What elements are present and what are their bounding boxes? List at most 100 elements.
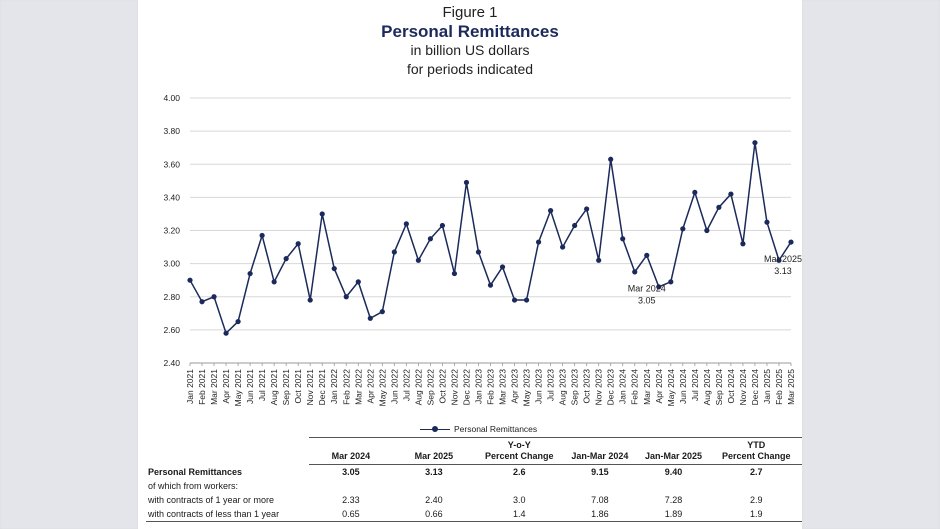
data-point — [560, 244, 566, 250]
cell: 2.9 — [749, 495, 763, 505]
data-point — [740, 241, 746, 247]
x-tick-label: Aug 2021 — [269, 369, 279, 406]
x-tick-label: Jun 2021 — [245, 369, 255, 404]
data-point — [295, 241, 301, 247]
x-tick-label: Sep 2022 — [425, 369, 435, 406]
x-tick-label: Nov 2021 — [305, 369, 315, 406]
data-point — [632, 269, 638, 275]
data-point — [692, 189, 698, 196]
x-tick-label: Feb 2021 — [197, 369, 207, 405]
x-tick-labels: Jan 2021 Feb 2021 Mar 2021 Apr 2021 May 2021… — [185, 363, 796, 406]
x-tick-label: Dec 2023 — [606, 369, 616, 406]
data-point — [223, 330, 229, 336]
x-tick-label: Jun 2022 — [389, 369, 399, 404]
x-tick-label: Nov 2024 — [738, 369, 748, 406]
cell: 3.0 — [512, 495, 526, 505]
table-row: with contracts of 1 year or more 2.33 2.… — [146, 493, 802, 507]
data-point — [475, 249, 482, 255]
row-label: with contracts of 1 year or more — [148, 495, 275, 505]
x-tick-label: Jan 2023 — [473, 369, 483, 404]
data-point — [259, 232, 265, 239]
x-tick-label: Aug 2024 — [702, 369, 712, 406]
y-tick-label: 4.00 — [163, 93, 180, 103]
x-tick-label: Jan 2024 — [618, 369, 628, 404]
x-tick-label: Mar 2021 — [209, 369, 219, 405]
x-tick-label: Jul 2022 — [401, 369, 411, 401]
table-row: with contracts of less than 1 year 0.65 … — [146, 507, 802, 522]
line-chart: 2.40 2.60 2.80 3.00 3.20 3.40 3.60 3.80 4.00 Jan… — [163, 93, 802, 406]
data-point — [463, 179, 470, 186]
figure-card: Figure 1 Personal Remittances in billion… — [138, 0, 802, 529]
data-point — [283, 256, 289, 262]
data-point — [656, 284, 662, 290]
data-point — [487, 282, 494, 288]
data-point — [199, 299, 205, 305]
x-tick-label: Oct 2024 — [726, 369, 736, 404]
x-tick-label: Aug 2022 — [413, 369, 423, 406]
x-tick-label: Nov 2022 — [449, 369, 459, 406]
x-tick-label: Jun 2024 — [678, 369, 688, 404]
legend-swatch — [420, 425, 450, 433]
cell: 1.89 — [636, 507, 711, 522]
data-point — [271, 279, 277, 285]
chart-title: Personal Remittances — [381, 22, 559, 41]
cell: 1.9 — [710, 507, 802, 522]
data-point — [788, 239, 794, 245]
data-point — [307, 297, 313, 303]
x-tick-label: Mar 2024 — [642, 369, 652, 405]
x-tick-label: Apr 2024 — [654, 369, 664, 404]
table-header: Mar 2025 — [392, 437, 476, 465]
data-point — [608, 156, 614, 162]
cell: 3.13 — [425, 467, 443, 477]
x-tick-label: Oct 2023 — [582, 369, 592, 404]
data-point — [355, 279, 361, 285]
x-tick-label: Apr 2022 — [365, 369, 375, 404]
data-point — [764, 219, 770, 225]
x-tick-label: Mar 2025 — [786, 369, 796, 405]
y-tick-label: 3.60 — [163, 159, 180, 169]
series-line — [189, 142, 792, 335]
chart-subtitle-2: for periods indicated — [406, 61, 534, 77]
data-point — [499, 264, 506, 270]
data-point — [620, 236, 626, 242]
data-point — [415, 257, 421, 263]
x-tick-label: May 2022 — [377, 369, 387, 407]
data-point — [572, 222, 578, 229]
cell: 7.28 — [664, 495, 683, 505]
x-tick-label: Jan 2025 — [762, 369, 772, 404]
table-header: Mar 2024 — [309, 437, 393, 465]
cell: 2.33 — [342, 495, 360, 505]
data-point — [439, 222, 446, 229]
data-point — [187, 277, 193, 283]
table-row: of which from workers: — [146, 479, 802, 493]
background-right — [802, 0, 940, 529]
x-tick-label: Dec 2022 — [461, 369, 471, 406]
data-point — [668, 279, 674, 285]
x-tick-label: Jul 2021 — [257, 369, 267, 401]
data-point — [367, 315, 373, 321]
cell: 9.40 — [664, 467, 683, 477]
x-tick-label: Mar 2023 — [498, 369, 508, 405]
x-tick-label: Sep 2023 — [570, 369, 580, 406]
x-tick-label: Apr 2021 — [221, 369, 231, 404]
y-tick-label: 2.40 — [163, 358, 180, 368]
cell: 7.08 — [591, 495, 609, 505]
series-points — [187, 140, 794, 336]
cell: 1.4 — [475, 507, 564, 522]
cell: 0.65 — [309, 507, 393, 522]
figure-number: Figure 1 — [442, 4, 498, 21]
data-point — [728, 191, 734, 197]
background-left — [0, 0, 138, 529]
annotation-value: 3.05 — [638, 295, 656, 305]
cell: 2.40 — [425, 495, 443, 505]
y-tick-label: 2.80 — [163, 292, 180, 302]
x-tick-label: Oct 2021 — [293, 369, 303, 404]
data-point — [451, 270, 458, 277]
data-point — [319, 211, 325, 217]
table-header: Y-o-Y Percent Change — [475, 437, 564, 465]
table-row: Personal Remittances 3.05 3.13 2.6 9.15 … — [146, 465, 802, 480]
x-tick-label: Mar 2022 — [353, 369, 363, 405]
row-label: with contracts of less than 1 year — [146, 507, 310, 522]
data-point — [535, 239, 542, 245]
annotation-label: Mar 2025 — [764, 254, 802, 264]
